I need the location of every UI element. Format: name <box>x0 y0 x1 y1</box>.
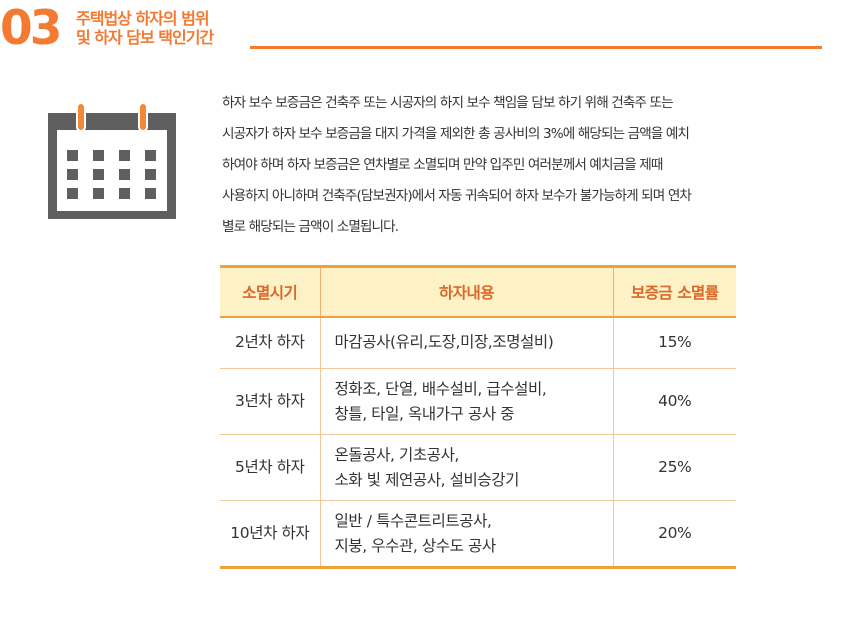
intro-line: 하여야 하며 하자 보증금은 연차별로 소멸되며 만약 입주민 여러분께서 예치… <box>222 157 663 173</box>
content-cell: 마감공사(유리,도장,미장,조명설비) <box>319 316 613 369</box>
content-cell: 정화조, 단열, 배수설비, 급수설비, 창틀, 타일, 옥내가구 공사 중 <box>319 368 613 435</box>
warranty-expiry-table-wrapper: 소멸시기 하자내용 보증금 소멸률 2년차 하자 마감공사(유리,도장,미장,조… <box>220 265 736 569</box>
column-header-content: 하자내용 <box>319 266 613 318</box>
intro-line: 시공자가 하자 보수 보증금을 대지 가격을 제외한 총 공사비의 3%에 해당… <box>222 126 690 142</box>
content-line: 지붕, 우수관, 상수도 공사 <box>334 536 497 555</box>
column-header-rate: 보증금 소멸률 <box>612 266 736 318</box>
content-line: 마감공사(유리,도장,미장,조명설비) <box>334 333 554 352</box>
table-row: 10년차 하자 일반 / 특수콘트리트공사, 지붕, 우수관, 상수도 공사 2… <box>220 500 736 568</box>
content-line: 소화 빛 제연공사, 설비승강기 <box>334 470 520 489</box>
warranty-expiry-table: 소멸시기 하자내용 보증금 소멸률 2년차 하자 마감공사(유리,도장,미장,조… <box>220 265 736 569</box>
rate-cell: 25% <box>612 434 736 501</box>
title-divider <box>250 46 822 49</box>
intro-line: 하자 보수 보증금은 건축주 또는 시공자의 하지 보수 책임을 담보 하기 위… <box>222 95 674 111</box>
intro-paragraph: 하자 보수 보증금은 건축주 또는 시공자의 하지 보수 책임을 담보 하기 위… <box>222 88 822 243</box>
intro-line: 별로 해당되는 금액이 소멸됩니다. <box>222 219 399 235</box>
period-cell: 3년차 하자 <box>220 368 320 435</box>
section-number: 03 <box>0 1 62 56</box>
content-cell: 온돌공사, 기초공사, 소화 빛 제연공사, 설비승강기 <box>319 434 613 501</box>
content-line: 일반 / 특수콘트리트공사, <box>334 511 492 530</box>
content-line: 정화조, 단열, 배수설비, 급수설비, <box>334 379 547 398</box>
section-title-line: 및 하자 담보 택인기간 <box>76 28 214 47</box>
period-cell: 10년차 하자 <box>220 500 320 568</box>
intro-line: 사용하지 아니하며 건축주(담보권자)에서 자동 귀속되어 하자 보수가 불가능… <box>222 188 692 204</box>
period-cell: 5년차 하자 <box>220 434 320 501</box>
rate-cell: 15% <box>612 316 736 369</box>
rate-cell: 40% <box>612 368 736 435</box>
calendar-icon-graphic <box>48 102 176 219</box>
table-row: 5년차 하자 온돌공사, 기초공사, 소화 빛 제연공사, 설비승강기 25% <box>220 434 736 501</box>
table-header-row: 소멸시기 하자내용 보증금 소멸률 <box>220 266 736 318</box>
content-cell: 일반 / 특수콘트리트공사, 지붕, 우수관, 상수도 공사 <box>319 500 613 568</box>
table-row: 2년차 하자 마감공사(유리,도장,미장,조명설비) 15% <box>220 316 736 369</box>
content-line: 창틀, 타일, 옥내가구 공사 중 <box>334 404 515 423</box>
section-title: 주택법상 하자의 범위 및 하자 담보 택인기간 <box>76 9 214 47</box>
column-header-period: 소멸시기 <box>220 266 320 318</box>
period-cell: 2년차 하자 <box>220 316 320 369</box>
section-title-line: 주택법상 하자의 범위 <box>76 9 210 28</box>
content-line: 온돌공사, 기초공사, <box>334 445 460 464</box>
rate-cell: 20% <box>612 500 736 568</box>
calendar-icon <box>48 102 176 225</box>
table-row: 3년차 하자 정화조, 단열, 배수설비, 급수설비, 창틀, 타일, 옥내가구… <box>220 368 736 435</box>
